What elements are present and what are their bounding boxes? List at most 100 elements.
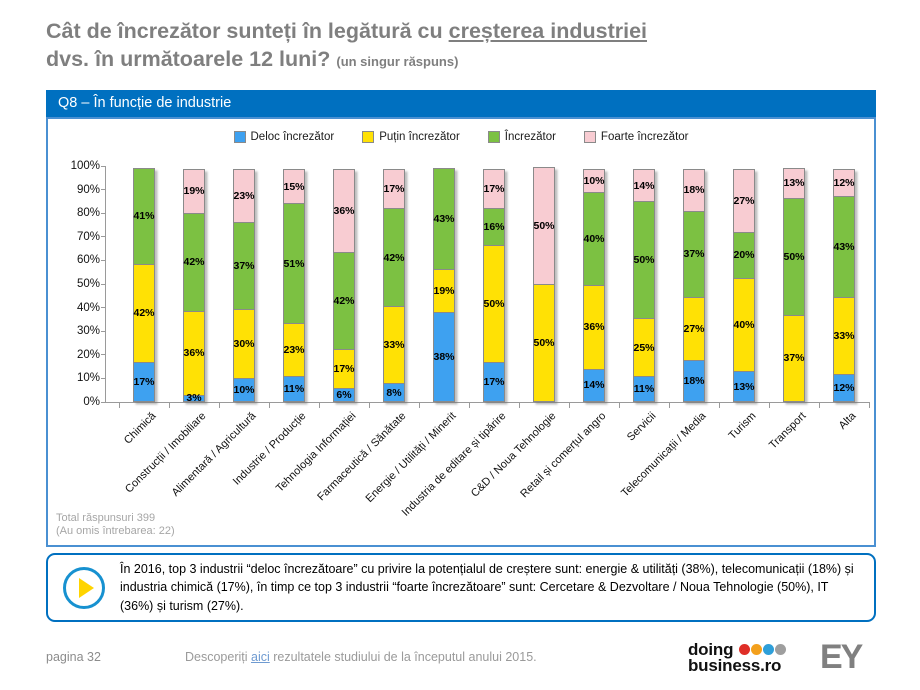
bar-value-label: 43% — [833, 241, 855, 254]
footer-note: Descoperiți aici rezultatele studiului d… — [185, 650, 537, 664]
bar-segment: 25% — [633, 318, 655, 378]
bar-column-0: 41% 42% 17% — [133, 168, 155, 402]
bar-segment: 37% — [683, 210, 705, 298]
bar-column-11: 18% 37% 27% 18% — [683, 169, 705, 402]
x-axis-tick — [419, 402, 420, 408]
bar-segment: 50% — [783, 197, 805, 316]
bar-value-label: 40% — [583, 232, 605, 245]
bar-value-label: 6% — [336, 388, 352, 401]
callout-text: În 2016, top 3 industrii “deloc încrezăt… — [120, 562, 854, 613]
bar-segment: 17% — [333, 349, 355, 389]
bar-value-label: 27% — [683, 322, 705, 335]
bar-value-label: 50% — [533, 337, 555, 349]
x-axis-tick — [319, 402, 320, 408]
bar-value-label: 50% — [783, 250, 805, 263]
doing-business-logo: doing business.ro — [688, 641, 787, 676]
section-header: Q8 – În funcție de industrie — [46, 90, 876, 117]
bar-value-label: 10% — [233, 384, 255, 397]
x-axis-tick — [469, 402, 470, 408]
bar-column-7: 17% 16% 50% 17% — [483, 169, 505, 402]
bar-segment: 10% — [583, 169, 605, 193]
bar-segment: 43% — [833, 196, 855, 298]
link-aici[interactable]: aici — [251, 650, 270, 664]
legend-label: Deloc încrezător — [250, 131, 335, 143]
bar-value-label: 11% — [283, 383, 305, 396]
x-axis-tick — [769, 402, 770, 408]
y-axis-label: 40% — [76, 301, 100, 314]
legend-label: Încrezător — [504, 131, 556, 143]
y-axis-label: 60% — [76, 254, 100, 267]
bar-value-label: 18% — [683, 374, 705, 387]
bar-column-12: 27% 20% 40% 13% — [733, 169, 755, 402]
bar-value-label: 8% — [386, 386, 402, 399]
x-axis-tick — [519, 402, 520, 408]
page-title: Cât de încrezător sunteți în legătură cu… — [46, 18, 876, 73]
y-axis-label: 10% — [76, 372, 100, 385]
title-underlined-phrase: creșterea industriei — [448, 19, 647, 43]
bar-segment: 36% — [333, 169, 355, 254]
title-suffix: (un singur răspuns) — [336, 53, 459, 69]
bar-segment: 12% — [833, 169, 855, 198]
bar-value-label: 17% — [483, 375, 505, 388]
bar-segment: 17% — [483, 169, 505, 210]
bar-segment: 23% — [233, 169, 255, 224]
bar-segment: 38% — [433, 312, 455, 402]
bar-column-2: 23% 37% 30% 10% — [233, 169, 255, 402]
y-axis-tick — [101, 307, 106, 309]
bar-segment: 17% — [483, 361, 505, 402]
bar-value-label: 16% — [483, 221, 505, 234]
bar-value-label: 23% — [233, 190, 255, 203]
bar-value-label: 50% — [483, 297, 505, 310]
bar-value-label: 36% — [583, 321, 605, 334]
title-line2: dvs. în următoarele 12 luni? — [46, 46, 331, 71]
business-text: business.ro — [688, 656, 782, 676]
bar-value-label: 42% — [383, 251, 405, 264]
bar-value-label: 30% — [233, 338, 255, 350]
bar-segment: 17% — [133, 361, 155, 402]
x-axis-tick — [269, 402, 270, 408]
bar-segment: 18% — [683, 169, 705, 212]
x-axis-tick — [119, 402, 120, 408]
bar-segment: 43% — [433, 168, 455, 270]
bar-value-label: 23% — [283, 343, 305, 356]
bar-value-label: 12% — [833, 381, 855, 394]
footnote-line1: Total răspunsuri 399 — [56, 511, 156, 524]
bar-segment: 42% — [133, 263, 155, 363]
bar-value-label: 50% — [533, 220, 555, 232]
bar-value-label: 36% — [333, 205, 355, 218]
bar-value-label: 33% — [833, 329, 855, 342]
bar-value-label: 14% — [633, 179, 655, 192]
legend-label: Foarte încrezător — [600, 131, 689, 143]
chart-plot-area: 0% 10% 20% 30% 40% 50% 60% 70% 80% 90% 100% 41% 42% 1… — [71, 160, 870, 519]
chart-panel: Deloc încrezător Puțin încrezător Încrezăt… — [46, 117, 876, 547]
bar-value-label: 17% — [383, 183, 405, 196]
bar-value-label: 38% — [433, 351, 455, 364]
bar-segment: 11% — [283, 376, 305, 402]
bar-value-label: 27% — [733, 194, 755, 207]
legend-item-3: Foarte încrezător — [583, 131, 689, 143]
bar-value-label: 19% — [433, 284, 455, 297]
bar-segment: 33% — [833, 296, 855, 375]
bar-column-13: 13% 50% 37% — [783, 168, 805, 402]
y-axis-tick — [101, 259, 106, 261]
bar-column-14: 12% 43% 33% 12% — [833, 169, 855, 402]
y-axis-tick — [101, 189, 106, 191]
bar-column-6: 43% 19% 38% — [433, 168, 455, 402]
play-icon — [48, 566, 120, 609]
x-axis-tick — [819, 402, 820, 408]
bar-segment: 14% — [583, 368, 605, 402]
y-axis-tick — [101, 330, 106, 332]
legend-swatch — [233, 131, 246, 143]
bar-value-label: 17% — [333, 363, 355, 376]
y-axis-label: 50% — [76, 278, 100, 290]
bar-value-label: 13% — [783, 177, 805, 190]
bar-segment: 36% — [583, 285, 605, 370]
y-axis-tick — [101, 212, 106, 214]
bar-segment: 23% — [283, 322, 305, 378]
bar-value-label: 3% — [186, 392, 202, 405]
bar-segment: 18% — [683, 359, 705, 402]
y-axis-label: 70% — [76, 230, 100, 243]
bar-segment: 30% — [233, 308, 255, 380]
x-axis-tick — [719, 402, 720, 408]
bar-column-8: 50% 50% — [533, 167, 555, 402]
